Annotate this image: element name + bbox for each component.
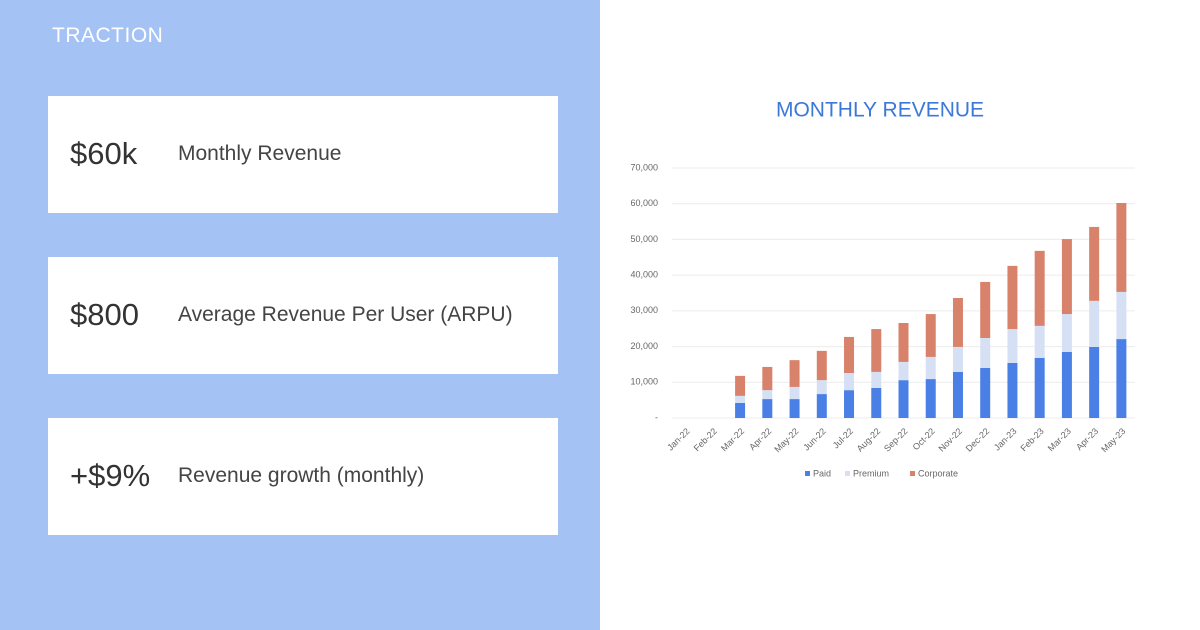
bar-segment: [952, 298, 963, 347]
bar-segment: [735, 395, 746, 403]
metric-value: $800: [70, 297, 139, 332]
bar-segment: [980, 281, 991, 338]
y-tick-label: 40,000: [630, 270, 658, 280]
metric-card: $60k Monthly Revenue: [48, 96, 558, 213]
bar-segment: [1034, 250, 1045, 326]
x-tick-label: Nov-22: [936, 426, 964, 454]
x-tick-label: Dec-22: [964, 426, 992, 454]
legend-swatch: [910, 471, 915, 476]
legend-swatch: [845, 471, 850, 476]
y-tick-label: 60,000: [630, 198, 658, 208]
legend-label: Paid: [813, 468, 831, 478]
x-tick-label: Mar-23: [1046, 426, 1073, 453]
metric-label: Revenue growth (monthly): [178, 464, 425, 487]
bar-segment: [844, 336, 855, 373]
bar-segment: [898, 380, 909, 418]
bar-segment: [1034, 325, 1045, 358]
y-tick-label: 70,000: [630, 162, 658, 172]
bar-segment: [952, 371, 963, 418]
bar-segment: [1116, 291, 1127, 340]
bar-segment: [762, 390, 773, 400]
x-tick-label: Feb-22: [692, 426, 719, 453]
bar-segment: [871, 371, 882, 388]
x-tick-label: Jan-23: [992, 426, 1019, 453]
bar-segment: [1089, 346, 1100, 418]
x-tick-label: Apr-23: [1074, 426, 1100, 452]
chart: MONTHLY REVENUE - 10,000 20,000 30,000 40,00…: [630, 99, 1135, 478]
y-tick-label: 30,000: [630, 305, 658, 315]
x-tick-label: Jul-22: [831, 426, 855, 450]
metric-label: Average Revenue Per User (ARPU): [178, 303, 513, 326]
bar-segment: [1089, 226, 1100, 301]
bar-segment: [898, 361, 909, 381]
y-tick-label: 50,000: [630, 234, 658, 244]
x-tick-label: Jun-22: [801, 426, 828, 453]
bar-segment: [844, 373, 855, 391]
bar-segment: [1034, 358, 1045, 418]
legend-label: Premium: [853, 468, 889, 478]
metric-card: $800 Average Revenue Per User (ARPU): [48, 257, 558, 374]
bar-segment: [925, 356, 936, 380]
y-tick-label: 10,000: [630, 377, 658, 387]
bar-segment: [1007, 329, 1018, 363]
bar-segment: [1061, 351, 1072, 418]
x-tick-label: Sep-22: [882, 426, 910, 454]
section-title: TRACTION: [52, 24, 164, 47]
x-tick-label: Mar-22: [719, 426, 746, 453]
bar-segment: [980, 368, 991, 418]
bar-segment: [1007, 363, 1018, 418]
bar-segment: [735, 403, 746, 418]
x-tick-label: Aug-22: [855, 426, 883, 454]
x-tick-label: May-22: [772, 426, 800, 454]
bar-segment: [762, 399, 773, 418]
bar-segment: [871, 388, 882, 418]
bar-segment: [735, 375, 746, 396]
bar-segment: [925, 314, 936, 357]
bar-segment: [816, 394, 827, 418]
chart-title: MONTHLY REVENUE: [776, 99, 984, 122]
bar-segment: [1061, 239, 1072, 315]
x-tick-label: Apr-22: [747, 426, 773, 452]
metric-value: +$9%: [70, 458, 151, 493]
bar-segment: [816, 380, 827, 395]
legend-label: Corporate: [918, 468, 958, 478]
legend-swatch: [805, 471, 810, 476]
metric-value: $60k: [70, 136, 138, 171]
bar-segment: [871, 329, 882, 372]
x-tick-label: May-23: [1099, 426, 1127, 454]
x-tick-label: Feb-23: [1019, 426, 1046, 453]
y-tick-label: -: [655, 412, 658, 422]
bar-segment: [980, 338, 991, 368]
bar-segment: [1116, 203, 1127, 292]
bar-segment: [789, 399, 800, 418]
bar-segment: [1116, 339, 1127, 418]
bar-segment: [1089, 300, 1100, 347]
x-tick-label: Jan-22: [665, 426, 692, 453]
bar-segment: [1061, 314, 1072, 352]
bar-segment: [898, 323, 909, 362]
y-tick-label: 20,000: [630, 341, 658, 351]
bar-segment: [816, 350, 827, 381]
left-panel: TRACTION $60k Monthly Revenue $800 Avera…: [0, 0, 600, 630]
metric-label: Monthly Revenue: [178, 142, 342, 165]
metric-card: +$9% Revenue growth (monthly): [48, 418, 558, 535]
x-tick-label: Oct-22: [911, 426, 937, 452]
bar-segment: [762, 366, 773, 391]
bar-segment: [1007, 265, 1018, 330]
bar-segment: [789, 360, 800, 387]
bar-segment: [925, 379, 936, 418]
bar-segment: [952, 346, 963, 372]
bar-segment: [789, 386, 800, 400]
bar-segment: [844, 390, 855, 418]
